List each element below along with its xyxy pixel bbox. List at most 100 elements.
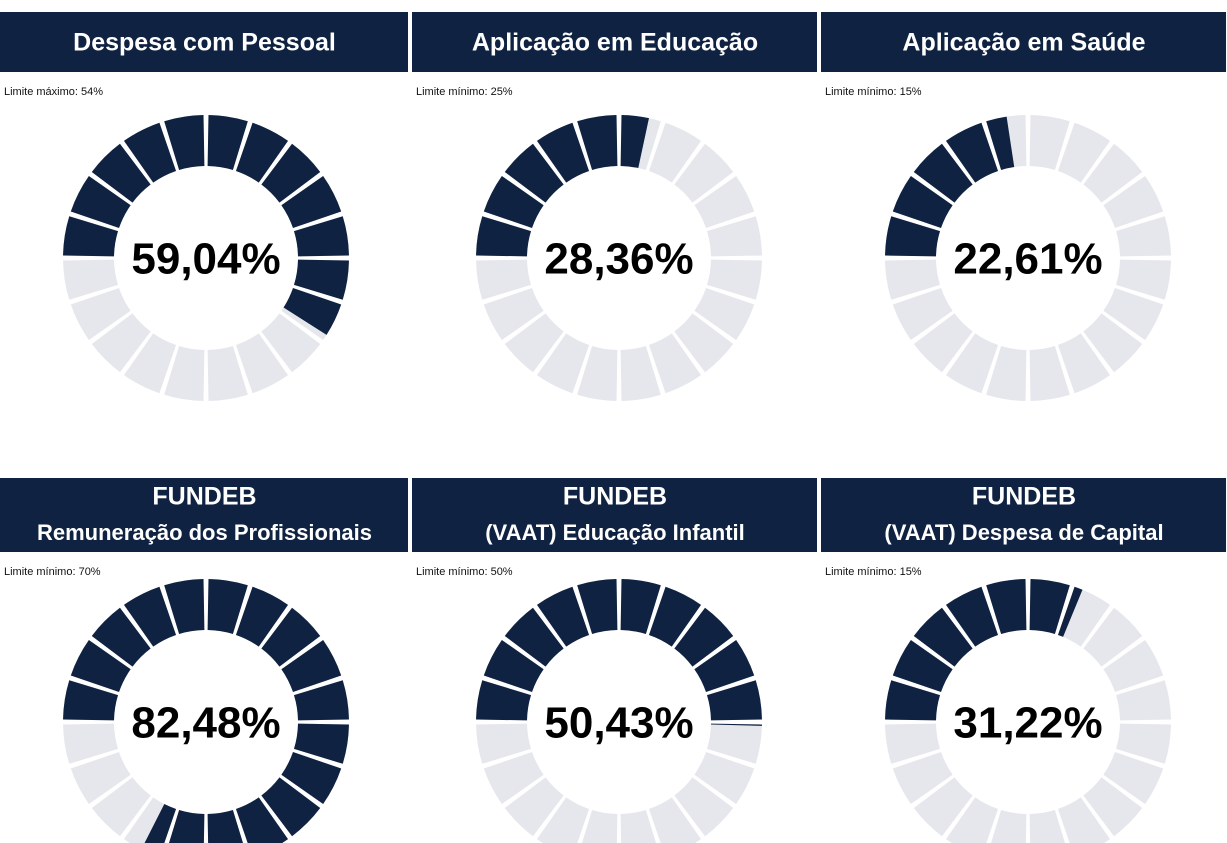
gauge-fill <box>261 607 321 667</box>
gauge-fill <box>945 586 999 647</box>
gauge-fill <box>169 809 205 843</box>
gauge-fill <box>91 607 151 667</box>
gauge-fill <box>283 287 342 335</box>
gauge-fill <box>281 751 342 805</box>
gauge-track <box>913 313 973 373</box>
header-bar <box>412 478 817 552</box>
gauge-track <box>694 751 755 805</box>
limit-note: Limite mínimo: 50% <box>416 566 513 578</box>
gauge-fill <box>483 175 544 229</box>
gauge-fill <box>706 680 762 721</box>
gauge-fill <box>694 639 755 693</box>
gauge-fill <box>63 216 119 257</box>
gauge-track <box>1115 680 1171 721</box>
gauge-track <box>1057 333 1111 394</box>
gauge-track <box>261 313 321 373</box>
gauge-fill <box>885 680 941 721</box>
gauge-fill <box>164 115 205 171</box>
header-subtitle: (VAAT) Educação Infantil <box>485 520 745 545</box>
limit-note: Limite mínimo: 70% <box>4 566 101 578</box>
limit-note: Limite mínimo: 25% <box>416 86 513 98</box>
gauge-track <box>706 216 762 257</box>
limit-note: Limite máximo: 54% <box>4 86 103 98</box>
gauge-track <box>235 333 289 394</box>
gauge-fill <box>63 680 119 721</box>
gauge-track <box>207 345 248 401</box>
gauge-fill <box>674 607 734 667</box>
gauge-fill <box>261 777 321 837</box>
gauge-fill <box>293 723 349 764</box>
gauge-fill <box>986 116 1015 171</box>
gauge-track <box>1115 259 1171 300</box>
gauge-track <box>1103 175 1164 229</box>
gauge-fill <box>945 122 999 183</box>
gauge-track <box>536 797 590 843</box>
gauge-fill <box>620 579 661 635</box>
gauge-track <box>1083 777 1143 837</box>
gauge-track <box>913 777 973 837</box>
limit-note: Limite mínimo: 15% <box>825 86 922 98</box>
header-title: Despesa com Pessoal <box>73 29 336 57</box>
gauge-value: 82,48% <box>131 699 280 748</box>
gauge-fill <box>648 586 702 647</box>
gauge-track <box>1115 216 1171 257</box>
gauge-track <box>892 287 953 341</box>
gauge-value: 50,43% <box>544 699 693 748</box>
gauge-track <box>648 122 702 183</box>
gauge-fill <box>885 216 941 257</box>
gauge-fill <box>235 797 289 843</box>
gauge-fill <box>123 586 177 647</box>
gauge-track <box>945 797 999 843</box>
header-title: Aplicação em Saúde <box>902 29 1145 57</box>
gauge-fill <box>261 143 321 203</box>
gauge-track <box>483 751 544 805</box>
gauge-track <box>1029 345 1070 401</box>
gauge-track <box>1083 313 1143 373</box>
gauge-fill <box>577 115 618 171</box>
gauge-track <box>504 777 564 837</box>
header-bar <box>412 12 817 72</box>
gauge-track <box>476 259 532 300</box>
header-bar <box>0 478 408 552</box>
gauge-track <box>706 723 762 764</box>
gauge-track <box>476 723 532 764</box>
gauge-track <box>504 313 564 373</box>
gauge-fill <box>476 680 532 721</box>
gauge-fill <box>123 122 177 183</box>
gauge-track <box>536 333 590 394</box>
gauge-track <box>986 345 1027 401</box>
header-title: FUNDEB <box>972 483 1076 511</box>
gauge-fill <box>504 143 564 203</box>
gauge-value: 28,36% <box>544 235 693 284</box>
gauge-fill <box>913 143 973 203</box>
gauge-fill <box>207 115 248 171</box>
gauge-track <box>582 809 618 843</box>
gauge-fill <box>293 680 349 721</box>
limit-note: Limite mínimo: 15% <box>825 566 922 578</box>
gauge-fill <box>235 122 289 183</box>
gauge-fill <box>620 115 649 169</box>
gauge-fill <box>577 579 618 635</box>
gauge-track <box>648 797 702 843</box>
gauge-track <box>991 809 1027 843</box>
gauge-track <box>91 777 151 837</box>
header-title: Aplicação em Educação <box>472 29 758 57</box>
gauge-fill <box>536 122 590 183</box>
header-subtitle: Remuneração dos Profissionais <box>37 520 372 545</box>
gauge-track <box>945 333 999 394</box>
header-subtitle: (VAAT) Despesa de Capital <box>884 520 1163 545</box>
gauge-fill <box>504 607 564 667</box>
gauge-track <box>1083 143 1143 203</box>
gauge-track <box>1103 751 1164 805</box>
gauge-track <box>1057 797 1111 843</box>
gauge-fill <box>476 216 532 257</box>
gauge-fill <box>710 723 762 726</box>
gauge-fill <box>207 809 243 843</box>
gauge-track <box>892 751 953 805</box>
gauge-track <box>63 723 119 764</box>
gauge-fill <box>1057 586 1083 637</box>
gauge-track <box>885 259 941 300</box>
gauge-track <box>91 313 151 373</box>
gauge-track <box>1115 723 1171 764</box>
